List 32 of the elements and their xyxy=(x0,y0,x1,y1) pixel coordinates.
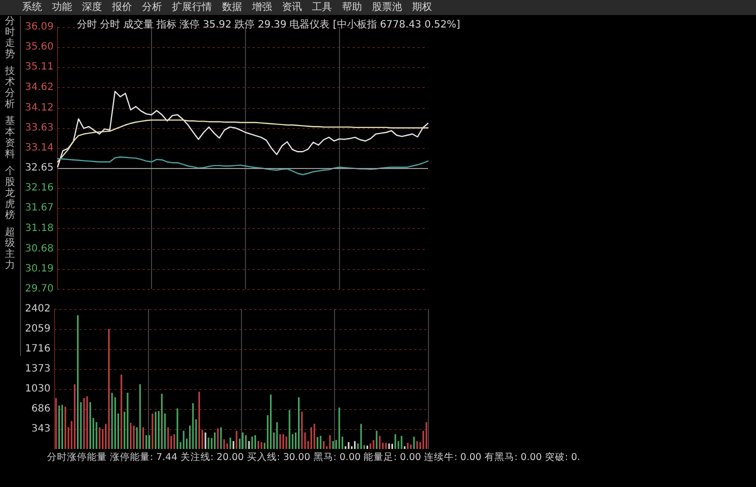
line-series xyxy=(57,156,429,176)
text: 系统 功能 深度 报价 分析 扩展行情 数据 增强 资讯 工具 帮助 股票池 期权 xyxy=(0,0,756,15)
y-tick-label: 32.16 xyxy=(24,182,54,194)
text: 分时走势 xyxy=(5,16,15,60)
y-tick-label: 1716 xyxy=(24,343,50,354)
y-tick-label: 2402 xyxy=(24,304,50,314)
y-tick-label: 686 xyxy=(31,404,50,415)
y-tick-label: 36.09 xyxy=(24,22,54,32)
y-tick-label: 35.11 xyxy=(24,62,54,73)
y-tick-label: 35.60 xyxy=(24,42,54,53)
y-tick-label: 33.63 xyxy=(24,122,54,134)
y-tick-label: 30.68 xyxy=(24,243,54,254)
y-tick-label: 31.18 xyxy=(24,222,54,234)
y-tick-label: 29.70 xyxy=(24,284,54,294)
text: 分时涨停能量 涨停能量: 7.44 关注线: 20.00 买入线: 30.00 黑马: 0.00 能量足: 0.00 连续牛: 0.00 有黑马: 0.00 突破: 0. xyxy=(47,451,580,464)
y-tick-label: 1030 xyxy=(24,383,50,394)
line-series xyxy=(57,119,429,162)
y-tick-label: 2059 xyxy=(24,323,50,334)
y-tick-label: 34.12 xyxy=(24,102,54,114)
y-tick-label: 343 xyxy=(31,424,50,435)
y-tick-label: 30.19 xyxy=(24,263,54,274)
text: 超级主力 xyxy=(5,227,15,271)
text: 技术分析 xyxy=(5,66,15,110)
y-tick-label: 34.62 xyxy=(24,82,54,93)
text: 个股龙虎榜 xyxy=(5,166,15,221)
y-tick-label: 32.65 xyxy=(24,162,54,174)
text: 基本资料 xyxy=(5,116,15,160)
y-tick-label: 31.67 xyxy=(24,202,54,214)
chart-title: 分时 分时 成交量 指标 涨停 35.92 跌停 29.39 电器仪表 [中小板指 6778.43 0.52%] xyxy=(77,18,460,30)
y-tick-label: 33.14 xyxy=(24,142,54,154)
line-series xyxy=(57,90,429,168)
y-tick-label: 1373 xyxy=(24,363,50,374)
